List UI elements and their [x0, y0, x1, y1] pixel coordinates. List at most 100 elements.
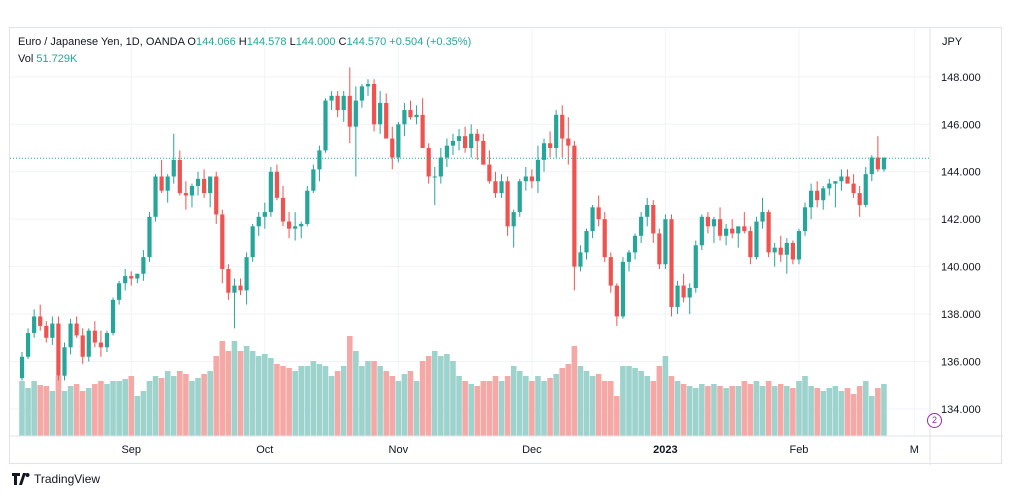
- event-marker-badge[interactable]: 2: [927, 413, 942, 428]
- candle-body: [232, 285, 237, 293]
- volume-bar: [353, 351, 359, 436]
- volume-bar: [334, 371, 341, 436]
- candlestick-chart[interactable]: 134.000 136.000 138.000 140.000 142.000 144.0…: [10, 28, 1003, 465]
- volume-bar: [340, 366, 347, 436]
- candle-body: [554, 114, 559, 149]
- price-tick-label: 134.000: [941, 404, 981, 416]
- volume-bar: [510, 366, 517, 436]
- volume-bar: [692, 388, 699, 436]
- volume-bar: [122, 379, 128, 436]
- candle-body: [456, 136, 462, 141]
- volume-bar: [862, 381, 869, 436]
- volume-bar: [158, 378, 165, 436]
- candle-body: [104, 333, 110, 348]
- close-value: 144.570: [346, 36, 387, 48]
- volume-bar: [201, 374, 207, 436]
- candle-body: [183, 193, 188, 196]
- candle-body: [724, 228, 729, 236]
- volume-bar: [717, 386, 723, 436]
- time-tick-label: Dec: [522, 444, 542, 456]
- candle-body: [590, 207, 595, 232]
- volume-bar: [195, 378, 201, 436]
- change-value: +0.504 (+0.35%): [389, 36, 472, 48]
- candle-body: [614, 285, 619, 317]
- candle-body: [147, 216, 152, 258]
- volume-bar: [328, 376, 335, 436]
- candle-body: [463, 136, 468, 149]
- candle-body: [141, 257, 146, 274]
- candle-body: [681, 285, 686, 298]
- candle-body: [25, 333, 31, 357]
- candle-body: [839, 176, 844, 182]
- volume-bar: [152, 376, 159, 436]
- candle-body: [286, 221, 292, 229]
- volume-bar: [225, 351, 232, 436]
- volume-bar: [207, 371, 213, 436]
- volume-bar: [832, 386, 839, 436]
- candle-body: [110, 299, 116, 334]
- volume-bar: [529, 381, 535, 436]
- footer-brand[interactable]: TradingView: [12, 472, 100, 486]
- candle-body: [578, 252, 583, 267]
- volume-bar: [213, 356, 220, 436]
- candle-body: [44, 325, 49, 338]
- volume-bar: [377, 366, 383, 436]
- candle-body: [845, 176, 850, 184]
- candle-body: [238, 285, 243, 291]
- volume-bar: [462, 381, 468, 436]
- candle-body: [353, 100, 358, 127]
- candle-body: [626, 252, 632, 262]
- time-tick-label: Feb: [789, 444, 808, 456]
- candle-body: [620, 261, 626, 317]
- candle-body: [675, 285, 680, 307]
- candle-body: [293, 226, 298, 229]
- candle-body: [541, 143, 547, 160]
- price-tick-label: 146.000: [941, 119, 981, 131]
- symbol-description[interactable]: Euro / Japanese Yen, 1D, OANDA: [18, 36, 185, 48]
- price-axis[interactable]: 134.000 136.000 138.000 140.000 142.000 144.0…: [941, 72, 981, 416]
- volume-bar: [164, 371, 171, 436]
- time-tick-label: M: [910, 444, 919, 456]
- candle-body: [529, 176, 534, 182]
- volume-bar: [104, 384, 110, 436]
- candle-body: [341, 95, 346, 111]
- volume-bar: [346, 336, 353, 436]
- candle-body: [189, 185, 195, 196]
- candle-body: [165, 176, 170, 191]
- candle-body: [566, 138, 571, 146]
- candle-body: [584, 231, 589, 253]
- volume-value: 51.729K: [36, 53, 78, 65]
- volume-bar: [401, 374, 408, 436]
- volume-bar: [504, 376, 511, 436]
- volume-bar: [19, 381, 25, 436]
- volume-bar: [67, 386, 74, 436]
- chart-frame[interactable]: 134.000 136.000 138.000 140.000 142.000 144.0…: [9, 27, 1003, 465]
- volume-bar: [474, 386, 481, 436]
- volume-bar: [243, 346, 250, 436]
- candle-body: [347, 95, 352, 127]
- candle-body: [214, 176, 219, 215]
- volume-bar: [262, 354, 268, 436]
- candle-body: [86, 330, 91, 357]
- volume-bar: [680, 384, 687, 436]
- volume-bar: [869, 396, 875, 436]
- volume-bar: [55, 376, 62, 436]
- volume-bar: [371, 361, 377, 436]
- price-tick-label: 144.000: [941, 167, 981, 179]
- time-axis[interactable]: Sep Oct Nov Dec 2023 Feb M: [121, 444, 918, 456]
- volume-bar: [177, 371, 183, 436]
- candle-body: [244, 257, 249, 291]
- volume-bar: [735, 386, 742, 436]
- candle-body: [809, 190, 814, 208]
- volume-bar: [723, 388, 729, 436]
- candle-body: [220, 214, 225, 269]
- candle-body: [335, 95, 340, 111]
- volume-bar: [249, 351, 256, 436]
- volume-bar: [274, 364, 280, 436]
- candle-body: [772, 247, 777, 253]
- candle-body: [632, 235, 638, 253]
- volume-bar: [784, 386, 790, 436]
- time-tick-label: Sep: [121, 444, 141, 456]
- candle-body: [444, 145, 449, 158]
- volume-bar: [650, 381, 657, 436]
